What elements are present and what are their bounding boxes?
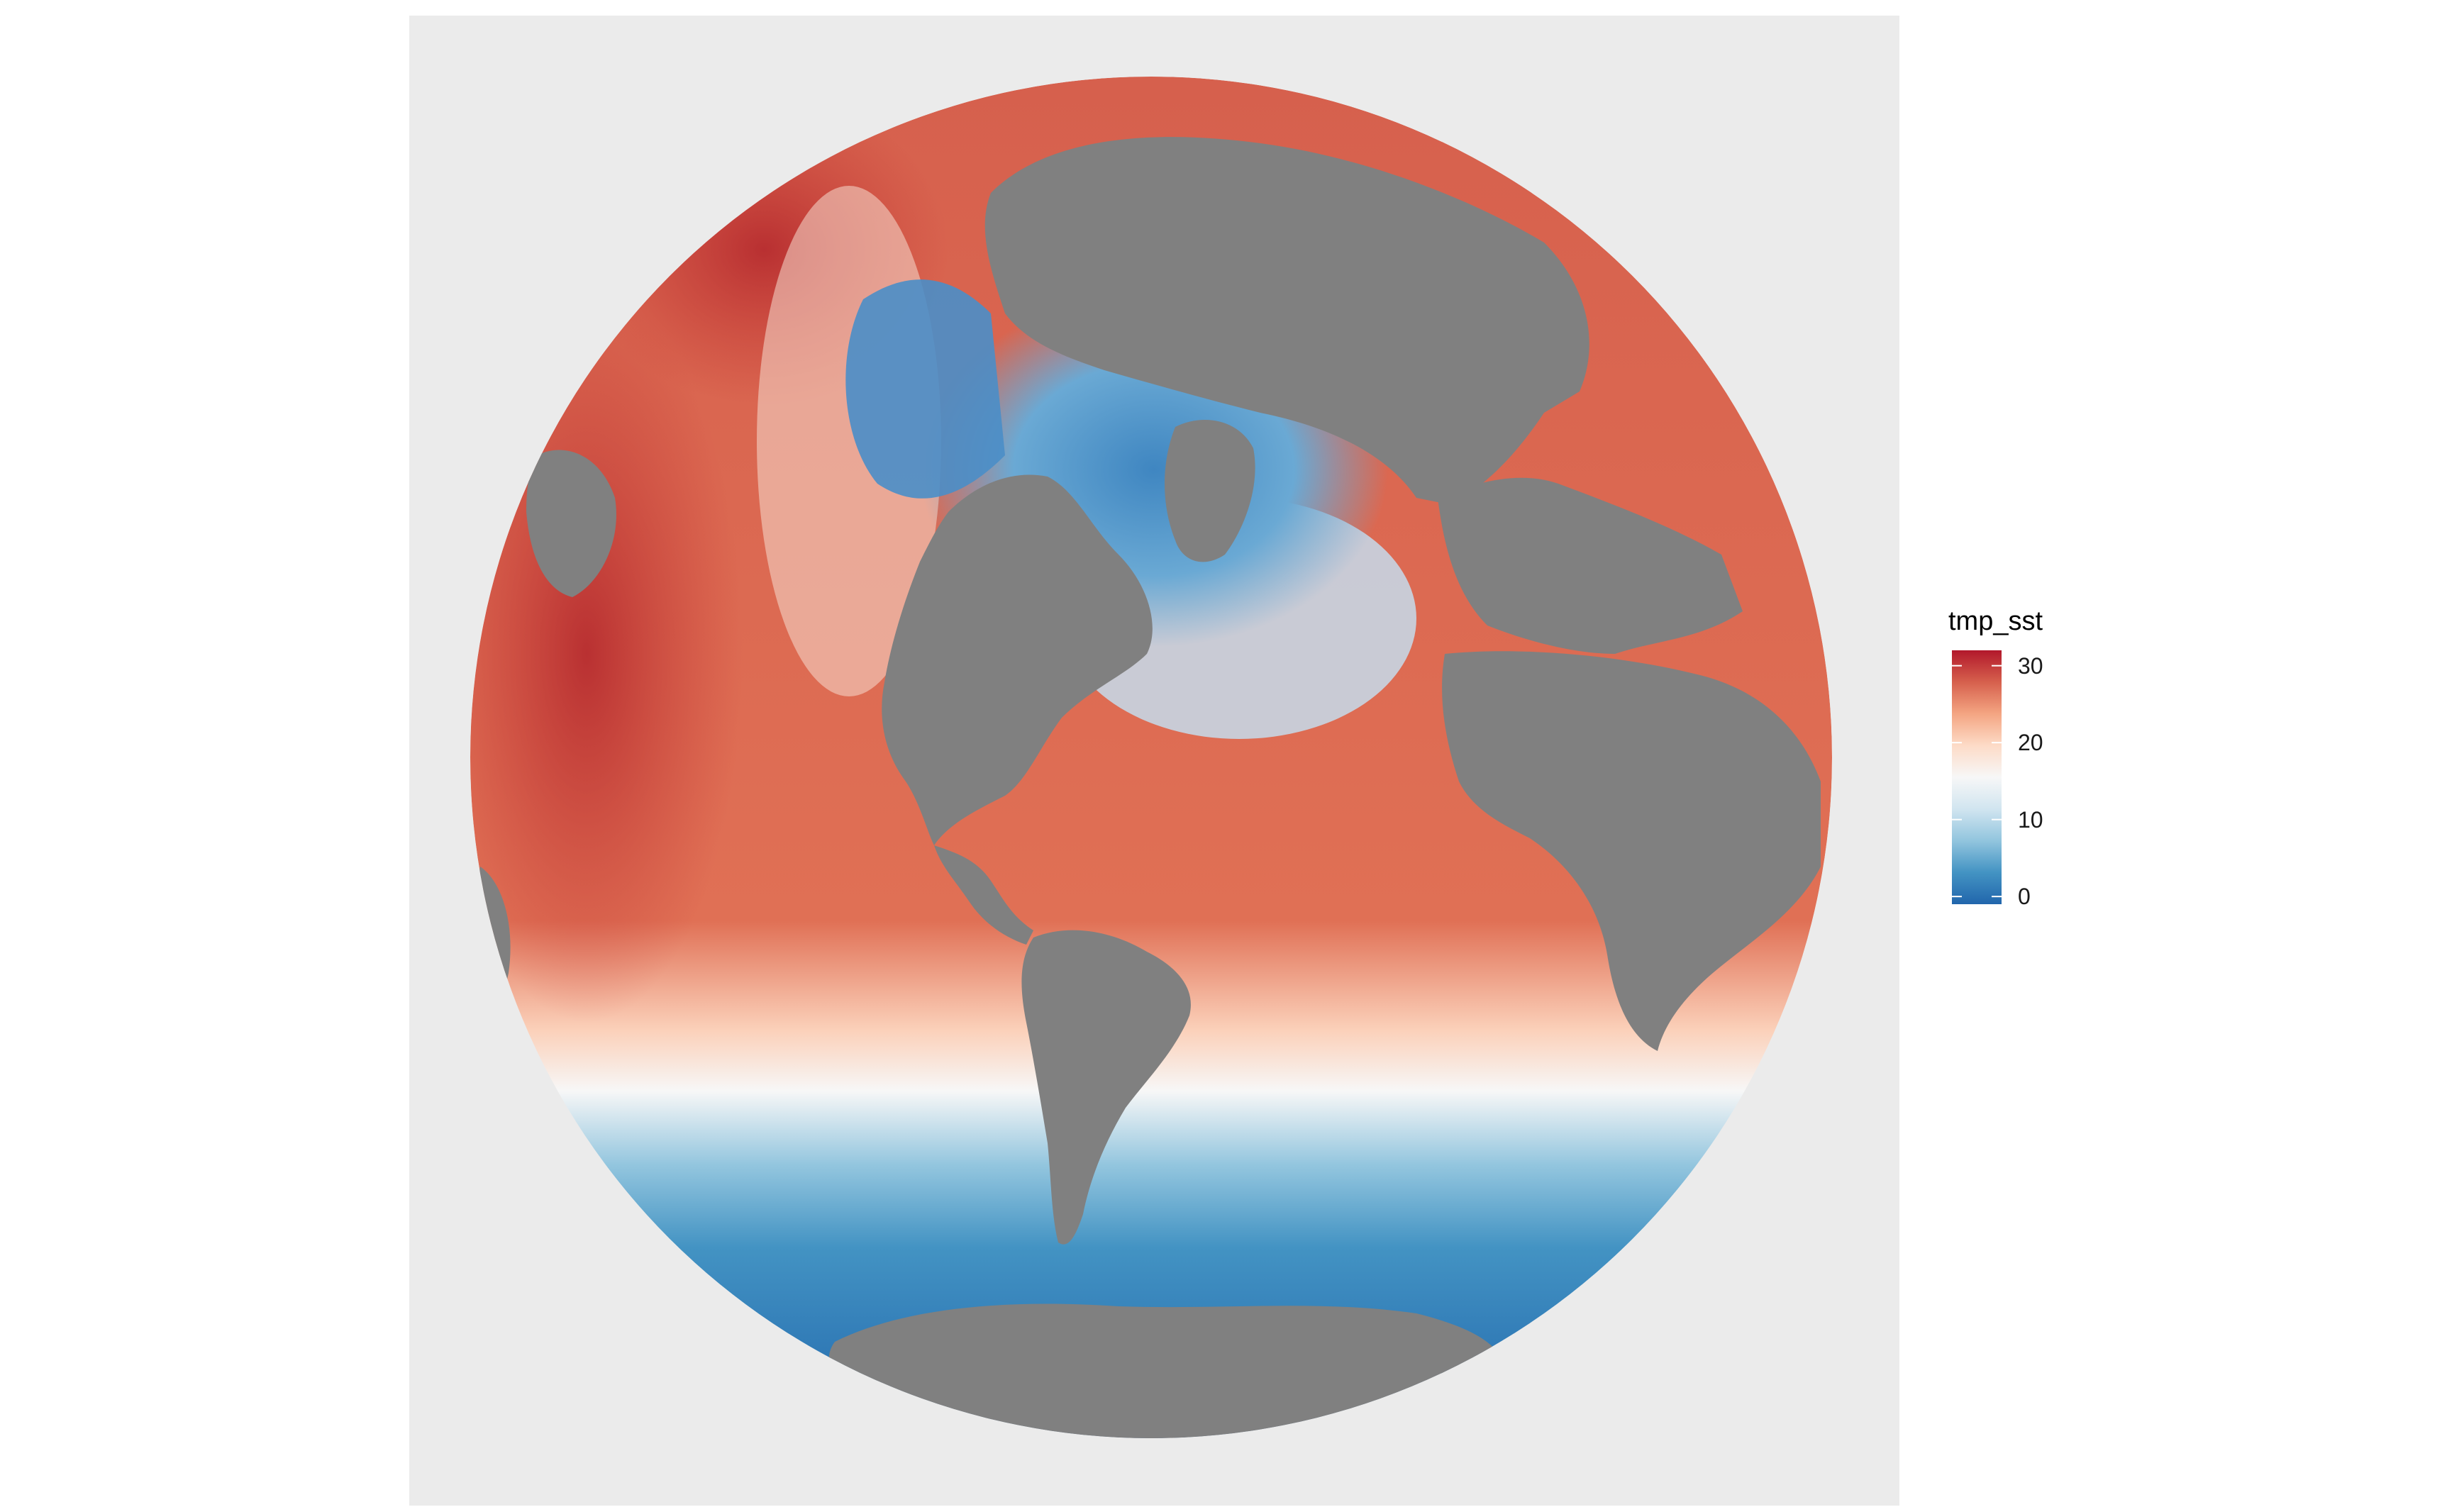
pacific-warm-pool bbox=[470, 285, 743, 1023]
color-legend: tmp_sst 0 10 20 30 bbox=[1947, 606, 2131, 925]
europe-landmass bbox=[1438, 477, 1743, 654]
legend-tick-label: 0 bbox=[2018, 884, 2031, 910]
globe-map bbox=[470, 77, 1832, 1438]
north-america-landmass bbox=[882, 474, 1153, 845]
bering-cold-water bbox=[845, 279, 1005, 499]
asia-east-edge-landmass bbox=[526, 450, 616, 597]
south-america-landmass bbox=[1021, 930, 1191, 1245]
africa-landmass bbox=[1442, 651, 1821, 1051]
antarctica-landmass bbox=[828, 1303, 1504, 1438]
greenland-landmass bbox=[1165, 420, 1255, 562]
asia-landmass bbox=[984, 137, 1589, 505]
legend-tick-label: 20 bbox=[2018, 730, 2043, 756]
map-panel bbox=[409, 16, 1899, 1506]
legend-tick-label: 30 bbox=[2018, 652, 2043, 679]
legend-title: tmp_sst bbox=[1948, 606, 2043, 636]
legend-tick-label: 10 bbox=[2018, 806, 2043, 833]
central-america-landmass bbox=[934, 845, 1033, 945]
legend-colorbar bbox=[1952, 650, 2002, 904]
